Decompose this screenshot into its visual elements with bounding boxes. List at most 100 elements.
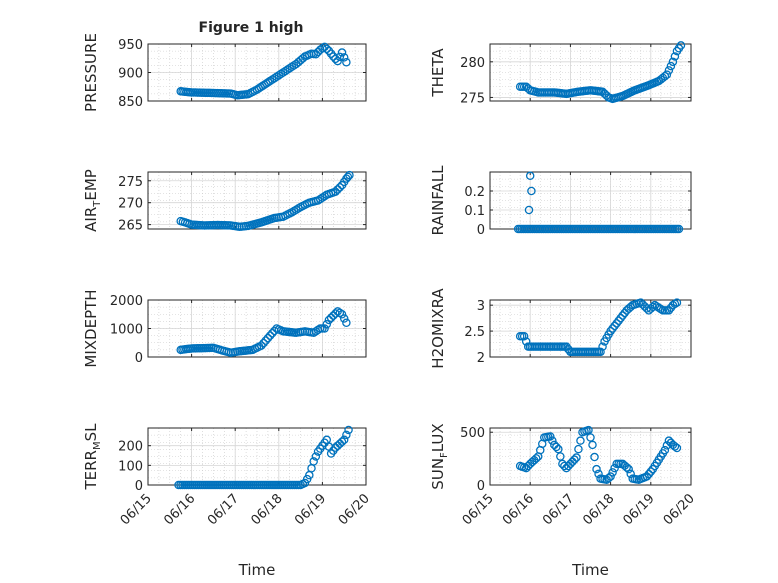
- data-point: [270, 73, 279, 83]
- data-point: [322, 44, 332, 54]
- x-tick-label: 06/19: [292, 491, 329, 528]
- data-point: [586, 433, 595, 442]
- data-point: [616, 313, 625, 323]
- data-point: [337, 437, 347, 447]
- data-point: [598, 342, 607, 351]
- data-point: [606, 326, 615, 336]
- data-point: [333, 307, 342, 316]
- data-point: [664, 306, 674, 315]
- x-tick-label: 06/20: [661, 491, 698, 528]
- data-point: [287, 62, 297, 72]
- x-tick-label: 06/17: [205, 491, 242, 528]
- axes-box: [489, 299, 692, 358]
- subplot-5: 0 1000 2000 MIXDEPTH: [82, 289, 367, 368]
- data-point: [519, 332, 529, 341]
- data-point: [342, 57, 351, 67]
- data-point: [614, 316, 623, 325]
- data-point: [664, 66, 674, 75]
- data-point: [656, 304, 666, 314]
- axes-box: [489, 427, 692, 486]
- y-tick-label: 275: [118, 175, 143, 190]
- series-markers: [176, 307, 351, 357]
- data-point: [672, 443, 682, 453]
- data-point: [622, 463, 631, 472]
- data-point: [646, 467, 656, 476]
- data-point: [265, 331, 275, 340]
- data-point: [333, 56, 342, 66]
- y-axis-label: THETA: [429, 48, 447, 98]
- axes-box: [147, 171, 367, 230]
- y-tick-label: 265: [118, 219, 143, 234]
- subplot-2: 275 280 THETA: [429, 41, 692, 106]
- y-tick-label: 2000: [110, 294, 143, 309]
- data-point: [335, 52, 345, 62]
- data-point: [672, 298, 682, 307]
- data-point: [590, 452, 599, 462]
- y-tick-label: 850: [118, 95, 143, 110]
- data-point: [335, 183, 345, 192]
- y-axis-label: AIRTEMP: [82, 169, 103, 232]
- data-point: [576, 436, 585, 445]
- data-point: [342, 430, 351, 440]
- series-markers: [515, 41, 686, 104]
- x-tick-label: 06/18: [580, 491, 617, 528]
- data-point: [626, 469, 635, 479]
- y-tick-label: 0: [135, 351, 143, 366]
- data-point: [285, 63, 294, 73]
- y-tick-label: 950: [118, 38, 143, 53]
- series-markers: [513, 171, 684, 234]
- data-point: [527, 186, 536, 196]
- y-axis-label: TERRMSL: [82, 423, 103, 491]
- data-point: [339, 435, 349, 445]
- data-point: [333, 185, 342, 194]
- data-point: [283, 65, 292, 74]
- data-point: [592, 464, 601, 474]
- data-point: [281, 66, 290, 76]
- data-point: [261, 336, 270, 345]
- x-tick-label: 06/18: [249, 491, 286, 528]
- data-point: [311, 452, 321, 461]
- data-point: [268, 75, 277, 84]
- data-point: [331, 54, 340, 64]
- y-tick-label: 3: [477, 299, 485, 314]
- data-point: [322, 319, 332, 329]
- subplot-6: 2 2.5 3 H2OMIXRA: [429, 288, 692, 369]
- axes-box: [489, 43, 692, 102]
- x-tick-label: 06/15: [118, 491, 155, 528]
- y-tick-label: 270: [118, 197, 143, 212]
- x-axis-label: Time: [238, 561, 276, 579]
- x-tick-label: 06/20: [336, 491, 373, 528]
- data-point: [660, 445, 670, 455]
- y-axis-label: RAINFALL: [429, 165, 447, 236]
- y-tick-label: 0: [477, 223, 485, 238]
- data-point: [562, 342, 571, 351]
- y-tick-label: 900: [118, 67, 143, 82]
- series-markers: [176, 170, 354, 232]
- data-point: [608, 324, 617, 333]
- data-point: [608, 468, 617, 477]
- data-point: [674, 224, 684, 234]
- subplot-8: 0 500 06/15 06/16 06/17 06/18 06/19 06/20 Time SU…: [429, 423, 698, 579]
- data-point: [525, 171, 535, 181]
- subplot-7: 0 100 200 06/15 06/16 06/17 06/18 06/19 06/20 Tim…: [82, 423, 373, 579]
- data-point: [606, 472, 615, 481]
- data-point: [311, 50, 321, 59]
- data-point: [604, 473, 613, 483]
- y-tick-label: 0: [477, 479, 485, 494]
- data-point: [315, 194, 325, 204]
- data-point: [263, 333, 273, 343]
- data-point: [335, 439, 345, 448]
- data-point: [552, 442, 561, 452]
- series-markers: [515, 425, 682, 484]
- data-point: [331, 187, 340, 196]
- data-point: [574, 444, 583, 454]
- data-point: [313, 196, 323, 205]
- data-point: [676, 41, 686, 50]
- x-tick-label: 06/17: [540, 491, 577, 528]
- data-point: [554, 444, 563, 454]
- data-point: [268, 328, 277, 338]
- y-tick-label: 1000: [110, 323, 143, 338]
- data-point: [265, 76, 275, 86]
- subplot-3: 265 270 275 AIRTEMP: [82, 169, 367, 234]
